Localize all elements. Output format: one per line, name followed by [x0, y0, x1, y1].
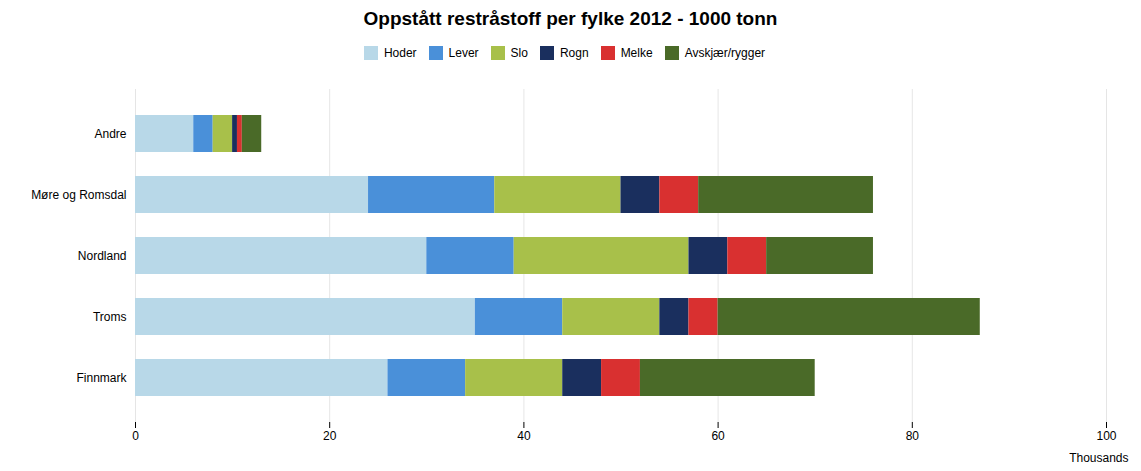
svg-text:Andre: Andre	[94, 127, 126, 141]
svg-text:Troms: Troms	[93, 310, 127, 324]
svg-text:Nordland: Nordland	[78, 249, 127, 263]
svg-text:Møre og Romsdal: Møre og Romsdal	[31, 188, 126, 202]
html-text:Slo: Slo	[510, 45, 528, 60]
html-text:Lever: Lever	[448, 45, 479, 60]
svg-text:60: 60	[711, 429, 725, 443]
svg-text:80: 80	[906, 429, 920, 443]
svg-text:40: 40	[517, 429, 531, 443]
svg-text:100: 100	[1096, 429, 1116, 443]
html-text:Avskjær/rygger: Avskjær/rygger	[684, 45, 766, 60]
html-text:Rogn: Rogn	[559, 45, 589, 60]
svg-text:0: 0	[132, 429, 139, 443]
html-text:Melke: Melke	[620, 45, 653, 60]
svg-text:Finnmark: Finnmark	[76, 371, 127, 385]
svg-text:Thousands: Thousands	[1069, 451, 1128, 465]
html-text:Hoder: Hoder	[383, 45, 417, 60]
html-text:Oppstått restråstoff per fylke: Oppstått restråstoff per fylke 2012 - 10…	[363, 8, 778, 29]
svg-text:20: 20	[323, 429, 337, 443]
